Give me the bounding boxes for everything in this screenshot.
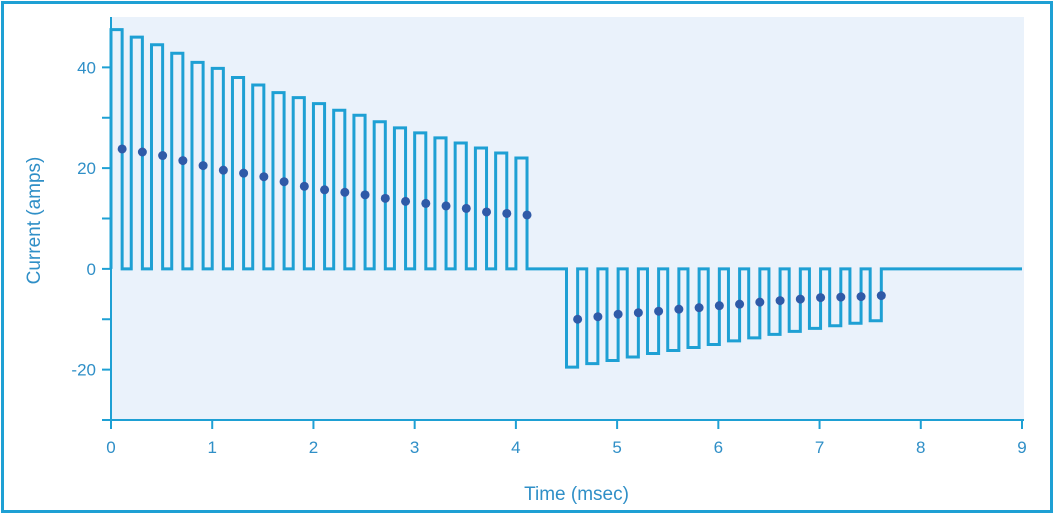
average-point: [360, 190, 370, 200]
average-point: [633, 308, 643, 318]
axes-layer: 0 1 2 3 4 5 6 7 8 9 -20 0 20 40: [71, 17, 1027, 457]
average-point: [117, 144, 127, 154]
average-point: [502, 208, 512, 218]
waveform-layer: [109, 28, 1022, 369]
y-tick-label: 40: [77, 58, 96, 77]
current-waveform: [109, 28, 1022, 369]
x-tick-label: 4: [511, 438, 520, 457]
x-tick-label: 3: [410, 438, 419, 457]
average-point: [198, 161, 208, 171]
average-point: [218, 165, 228, 175]
average-point: [876, 291, 886, 301]
x-tick-label: 8: [916, 438, 925, 457]
average-point: [239, 168, 249, 178]
average-point: [461, 203, 471, 213]
y-axis-title: Current (amps): [24, 157, 45, 285]
average-point: [836, 292, 846, 302]
average-point: [816, 293, 826, 303]
average-point: [421, 198, 431, 208]
average-point: [654, 306, 664, 316]
average-point: [856, 292, 866, 302]
average-point: [674, 304, 684, 314]
x-tick-label: 7: [815, 438, 824, 457]
average-point: [380, 193, 390, 203]
average-point: [482, 207, 492, 217]
average-point: [714, 301, 724, 311]
x-axis-title: Time (msec): [524, 484, 629, 505]
average-point: [320, 185, 330, 195]
average-point: [593, 312, 603, 322]
y-tick-label: 20: [77, 159, 96, 178]
x-tick-label: 5: [612, 438, 621, 457]
average-point: [795, 294, 805, 304]
average-point: [441, 201, 451, 211]
average-point: [775, 296, 785, 306]
x-tick-label: 1: [207, 438, 216, 457]
average-point: [158, 151, 168, 161]
average-point: [299, 181, 309, 191]
average-point: [401, 196, 411, 206]
y-tick-label: 0: [87, 260, 96, 279]
average-point: [178, 156, 188, 166]
x-tick-label: 2: [309, 438, 318, 457]
average-point: [279, 177, 289, 187]
average-point: [694, 303, 704, 313]
average-point: [522, 210, 532, 220]
x-tick-label: 6: [714, 438, 723, 457]
x-tick-label: 0: [106, 438, 115, 457]
average-point: [259, 172, 269, 182]
average-dots-layer: [117, 144, 886, 324]
average-point: [573, 314, 583, 324]
average-point: [735, 299, 745, 309]
average-point: [755, 297, 765, 307]
x-tick-label: 9: [1017, 438, 1026, 457]
y-tick-label: -20: [71, 361, 96, 380]
average-point: [137, 147, 147, 157]
average-point: [340, 187, 350, 197]
average-point: [613, 309, 623, 319]
